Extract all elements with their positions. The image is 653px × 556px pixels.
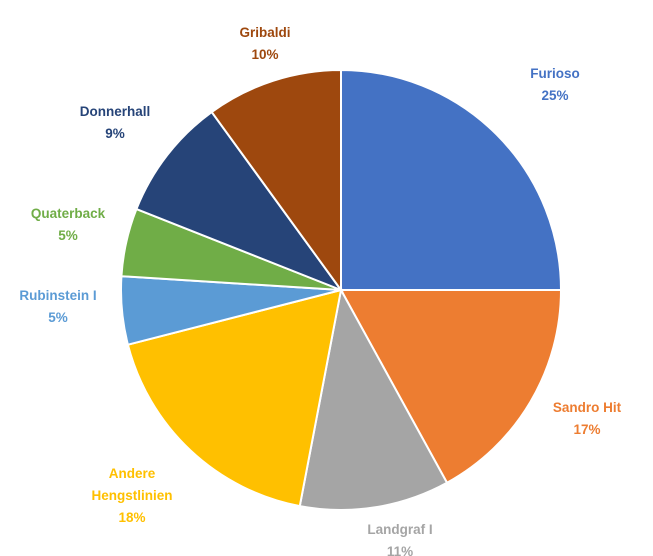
pie-slice-sandro-hit	[339, 289, 563, 485]
data-label-name: Hengstlinien	[91, 488, 172, 503]
data-label-landgraf-i: Landgraf I 11%	[367, 522, 432, 556]
data-label-name: Furioso	[530, 66, 580, 81]
data-label-rubinstein-i: Rubinstein I 5%	[19, 288, 96, 325]
data-label-donnerhall: Donnerhall 9%	[80, 104, 151, 141]
data-label-andere-hengstlinien: Andere Hengstlinien 18%	[91, 466, 172, 525]
pie-slice-furioso	[340, 68, 563, 291]
data-label-percent: 5%	[58, 228, 78, 243]
data-label-percent: 10%	[251, 47, 278, 62]
data-label-percent: 11%	[387, 544, 413, 556]
pie-slice-gribaldi	[210, 68, 342, 294]
pie-slices	[120, 68, 563, 511]
data-label-name: Rubinstein I	[19, 288, 96, 303]
data-label-name: Quaterback	[31, 206, 106, 221]
pie-slice-landgraf-i	[298, 287, 449, 511]
data-label-gribaldi: Gribaldi 10%	[239, 25, 290, 62]
data-label-quaterback: Quaterback 5%	[31, 206, 106, 243]
data-label-furioso: Furioso 25%	[530, 66, 580, 103]
pie-slice-donnerhall	[135, 110, 344, 293]
data-label-sandro-hit: Sandro Hit 17%	[553, 400, 622, 437]
pie-slice-andere-hengstlinien	[126, 288, 343, 508]
data-label-percent: 5%	[48, 310, 68, 325]
data-label-name: Landgraf I	[367, 522, 432, 537]
data-label-percent: 25%	[541, 88, 568, 103]
data-label-percent: 9%	[105, 126, 125, 141]
data-label-percent: 18%	[118, 510, 145, 525]
data-label-percent: 17%	[573, 422, 600, 437]
data-label-name: Andere	[109, 466, 156, 481]
data-label-name: Sandro Hit	[553, 400, 622, 415]
data-label-name: Gribaldi	[239, 25, 290, 40]
data-label-name: Donnerhall	[80, 104, 151, 119]
pie-labels: Furioso 25% Sandro Hit 17% Landgraf I 11% Ande…	[19, 25, 621, 556]
